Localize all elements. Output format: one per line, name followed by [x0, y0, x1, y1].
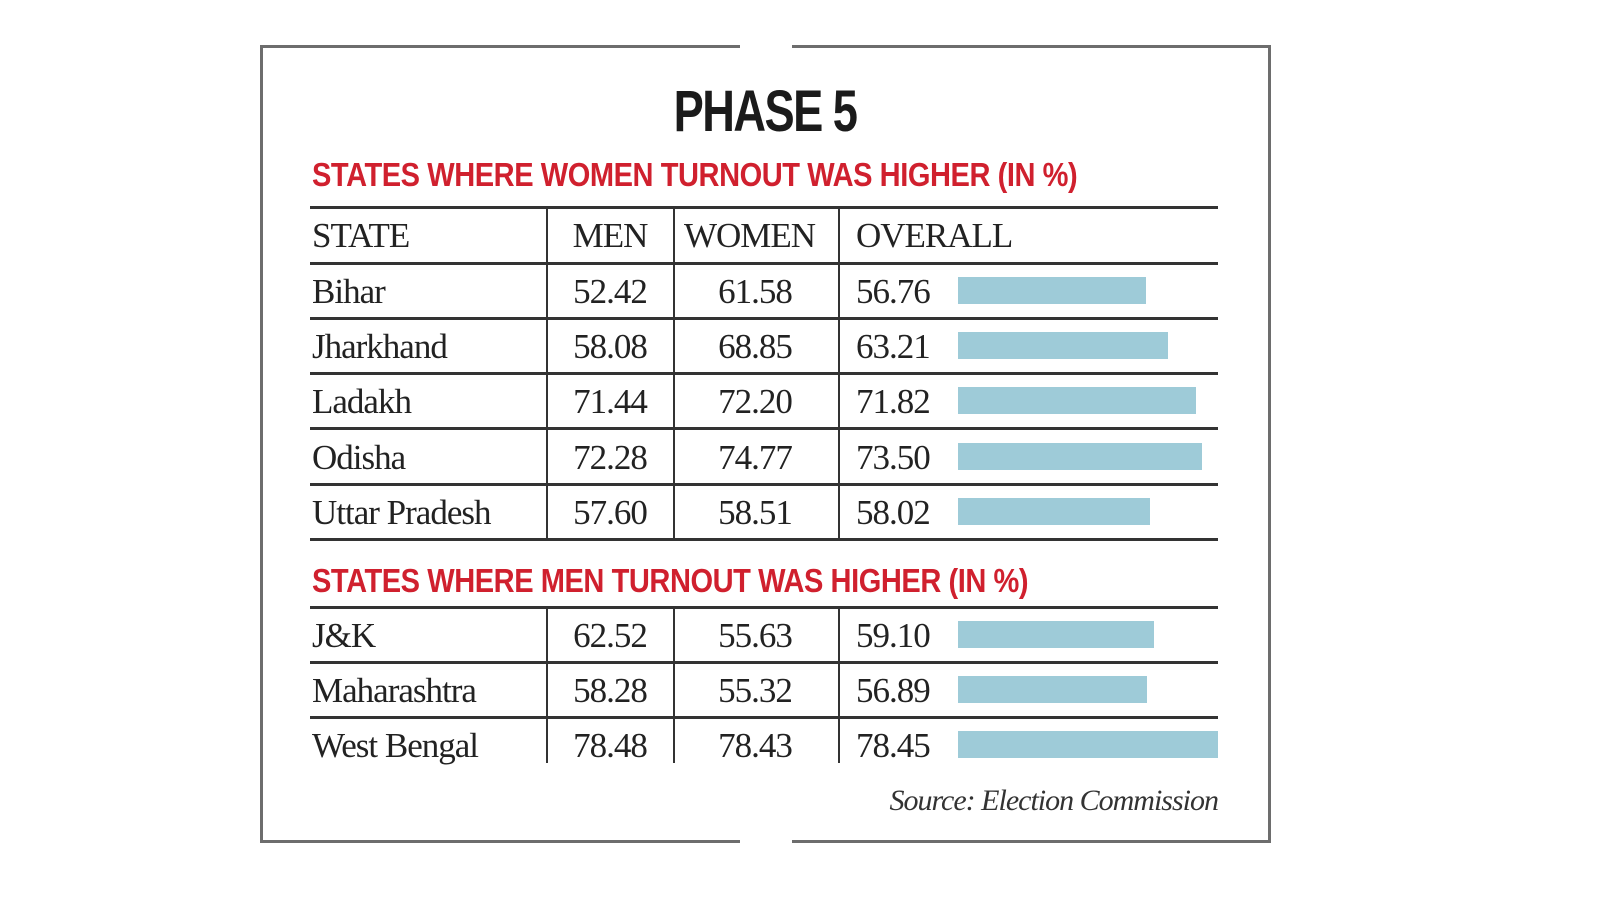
men-turnout: 58.28: [573, 671, 648, 711]
men-turnout: 72.28: [573, 437, 648, 477]
frame-top-left: [260, 45, 740, 48]
column-divider: [673, 606, 675, 763]
overall-turnout: 58.02: [856, 492, 931, 532]
row-rule: [310, 482, 1218, 486]
women-turnout: 78.43: [718, 726, 793, 766]
men-turnout: 57.60: [573, 492, 648, 532]
overall-bar: [958, 621, 1154, 648]
state-name: Maharashtra: [312, 671, 477, 711]
women-turnout: 55.32: [718, 671, 793, 711]
state-name: Bihar: [312, 272, 386, 311]
state-name: West Bengal: [312, 726, 479, 766]
women-turnout: 74.77: [718, 437, 793, 477]
frame-right: [1268, 45, 1271, 843]
men-turnout: 71.44: [573, 382, 648, 422]
overall-turnout: 56.76: [856, 272, 931, 311]
men-turnout: 62.52: [573, 616, 648, 655]
column-header-women: WOMEN: [684, 216, 816, 255]
frame-left: [260, 45, 263, 843]
row-rule: [310, 262, 1218, 265]
row-rule: [310, 661, 1218, 664]
overall-turnout: 59.10: [856, 616, 931, 655]
column-divider: [838, 606, 840, 763]
chart-title: PHASE 5: [673, 79, 858, 144]
women-turnout: 58.51: [718, 492, 793, 532]
row-rule: [310, 317, 1218, 320]
overall-bar: [958, 332, 1168, 360]
row-rule: [310, 716, 1218, 720]
overall-turnout: 56.89: [856, 671, 931, 711]
overall-bar: [958, 731, 1218, 759]
women-turnout: 72.20: [718, 382, 793, 422]
column-header-overall: OVERALL: [856, 216, 1013, 255]
state-name: J&K: [312, 616, 376, 655]
men-turnout: 58.08: [573, 327, 648, 367]
group-heading-women-higher: STATES WHERE WOMEN TURNOUT WAS HIGHER (I…: [312, 156, 1078, 193]
frame-bottom-right: [792, 840, 1271, 843]
column-divider: [546, 606, 548, 763]
state-name: Uttar Pradesh: [312, 492, 491, 532]
state-name: Ladakh: [312, 382, 412, 422]
women-turnout: 55.63: [718, 616, 793, 655]
overall-turnout: 71.82: [856, 382, 931, 422]
overall-turnout: 78.45: [856, 726, 931, 766]
row-rule: [310, 537, 1218, 541]
overall-bar: [958, 387, 1196, 415]
women-turnout: 68.85: [718, 327, 793, 367]
overall-turnout: 73.50: [856, 437, 931, 477]
overall-bar: [958, 497, 1151, 525]
men-turnout: 52.42: [573, 272, 648, 311]
overall-bar: [958, 442, 1202, 470]
header-top-rule: [310, 206, 1218, 209]
source-note: Source: Election Commission: [889, 784, 1219, 817]
men-turnout: 78.48: [573, 726, 648, 766]
overall-bar: [958, 277, 1147, 304]
overall-bar: [958, 676, 1147, 704]
column-header-men: MEN: [572, 216, 649, 255]
state-name: Odisha: [312, 437, 406, 477]
row-rule: [310, 606, 1218, 609]
row-rule: [310, 372, 1218, 376]
row-rule: [310, 427, 1218, 431]
frame-bottom-left: [260, 840, 740, 843]
column-header-state: STATE: [312, 216, 410, 255]
overall-turnout: 63.21: [856, 327, 931, 367]
state-name: Jharkhand: [312, 327, 448, 367]
group-heading-men-higher: STATES WHERE MEN TURNOUT WAS HIGHER (IN …: [312, 562, 1029, 599]
frame-top-right: [792, 45, 1271, 48]
women-turnout: 61.58: [718, 272, 793, 311]
